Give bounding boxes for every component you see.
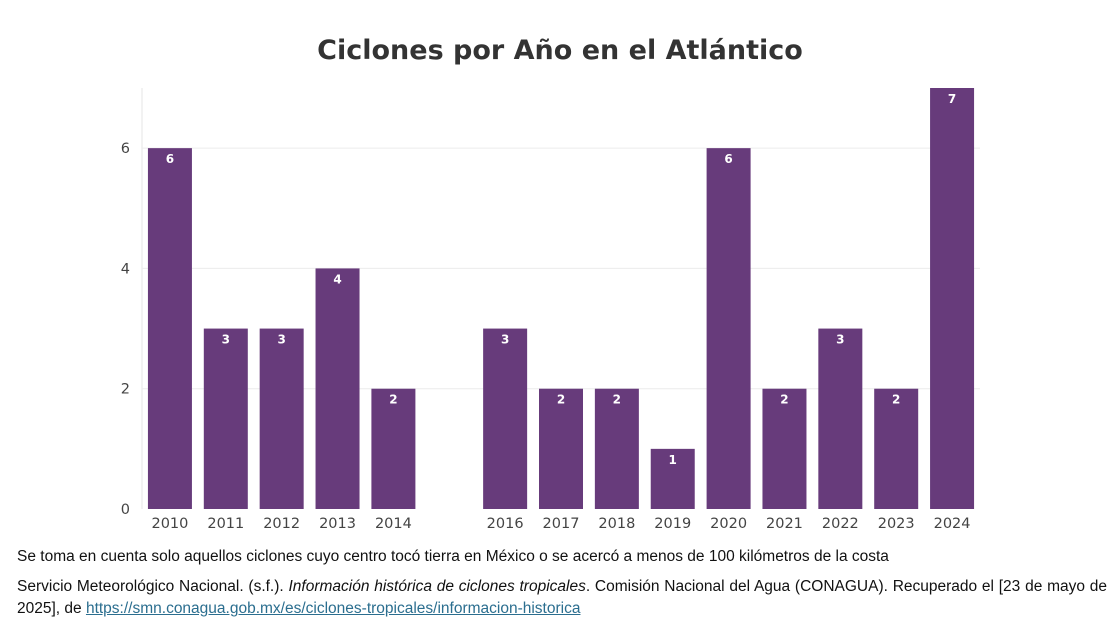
bar-label-2011: 3 xyxy=(222,333,230,347)
bars xyxy=(147,88,975,509)
bar-label-2014: 2 xyxy=(389,393,397,407)
x-tick-label-2023: 2023 xyxy=(878,516,915,532)
bar-2018 xyxy=(594,388,639,509)
source-citation: Servicio Meteorológico Nacional. (s.f.).… xyxy=(17,576,1107,620)
bar-label-2023: 2 xyxy=(892,393,900,407)
citation-title: Información histórica de ciclones tropic… xyxy=(288,578,586,595)
bar-2014 xyxy=(371,388,416,509)
x-tick-label-2021: 2021 xyxy=(766,516,803,532)
x-tick-label-2017: 2017 xyxy=(543,516,580,532)
bar-chart: Ciclones por Año en el Atlántico 0 2 4 6 6 3… xyxy=(121,35,980,532)
bar-label-2018: 2 xyxy=(613,393,621,407)
footnote: Se toma en cuenta solo aquellos ciclones… xyxy=(17,548,889,565)
x-tick-label-2010: 2010 xyxy=(151,516,188,532)
y-axis-ticks: 0 2 4 6 xyxy=(121,141,130,518)
source-link[interactable]: https://smn.conagua.gob.mx/es/ciclones-t… xyxy=(85,600,581,617)
bar-label-2024: 7 xyxy=(948,92,956,106)
bar-2010 xyxy=(147,148,192,509)
bar-2011 xyxy=(203,328,248,509)
x-tick-label-2018: 2018 xyxy=(598,516,635,532)
bar-label-2012: 3 xyxy=(277,333,285,347)
bar-2020 xyxy=(706,148,751,509)
x-tick-label-2012: 2012 xyxy=(263,516,300,532)
bar-2012 xyxy=(259,328,304,509)
x-tick-label-2013: 2013 xyxy=(319,516,356,532)
x-tick-label-2020: 2020 xyxy=(710,516,747,532)
chart-title: Ciclones por Año en el Atlántico xyxy=(317,35,803,66)
x-tick-label-2016: 2016 xyxy=(487,516,524,532)
citation-suffix: . Comisión Nacional del Agua (CONAGUA). … xyxy=(17,578,1107,617)
bar-2022 xyxy=(818,328,863,509)
x-axis-ticks: 2010 2011 2012 2013 2014 2016 2017 2018 2019 2020… xyxy=(151,516,970,532)
bar-2019 xyxy=(650,448,695,509)
y-tick-label: 4 xyxy=(121,261,130,277)
x-tick-label-2011: 2011 xyxy=(207,516,244,532)
bar-2023 xyxy=(874,388,919,509)
bar-label-2017: 2 xyxy=(557,393,565,407)
y-tick-label: 2 xyxy=(121,382,130,398)
bar-2021 xyxy=(762,388,807,509)
citation-prefix: Servicio Meteorológico Nacional. (s.f.). xyxy=(17,578,289,595)
x-tick-label-2022: 2022 xyxy=(822,516,859,532)
bar-data-labels: 6 3 3 4 2 3 2 2 1 6 2 3 2 7 xyxy=(166,92,956,467)
bar-label-2019: 1 xyxy=(669,453,677,467)
bar-label-2021: 2 xyxy=(780,393,788,407)
bar-2013 xyxy=(315,268,360,509)
x-tick-label-2019: 2019 xyxy=(654,516,691,532)
x-tick-label-2014: 2014 xyxy=(375,516,412,532)
y-tick-label: 6 xyxy=(121,141,130,157)
bar-2024 xyxy=(930,88,975,509)
y-tick-label: 0 xyxy=(121,502,130,518)
bar-2016 xyxy=(483,328,528,509)
bar-label-2010: 6 xyxy=(166,152,174,166)
bar-label-2013: 4 xyxy=(333,272,341,286)
bar-2017 xyxy=(539,388,583,509)
bar-label-2016: 3 xyxy=(501,333,509,347)
bar-label-2020: 6 xyxy=(724,152,732,166)
bar-label-2022: 3 xyxy=(836,333,844,347)
x-tick-label-2024: 2024 xyxy=(934,516,971,532)
